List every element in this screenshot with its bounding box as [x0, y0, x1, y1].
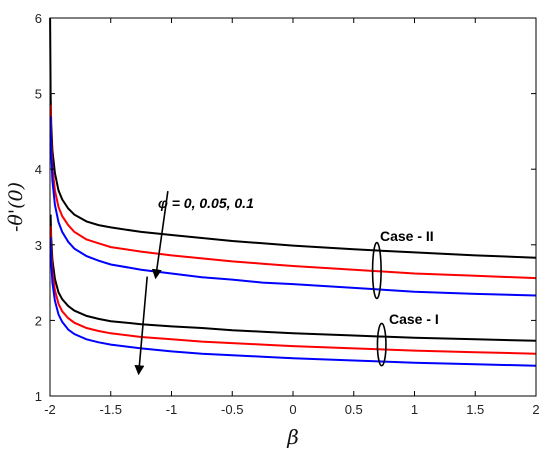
y-tick-label: 6	[35, 11, 42, 26]
y-tick-label: 5	[35, 87, 42, 102]
series-line-3	[49, 214, 537, 342]
y-tick-label: 1	[35, 389, 42, 404]
series-layer	[49, 17, 537, 367]
case-i-label: Case - I	[389, 311, 439, 327]
case-group-ellipse-0	[371, 241, 382, 300]
x-axis-label: β	[286, 425, 299, 449]
phi-annotation: φ = 0, 0.05, 0.1	[158, 195, 254, 211]
ticks-layer: -2 -1.5 -1 -0.5 0 0.5 1 1.5 2 1 2 3 4 5 6	[35, 11, 540, 417]
series-line-0	[49, 17, 537, 259]
y-tick-label: 4	[35, 162, 42, 177]
series-line-1	[49, 104, 537, 280]
y-tick-label: 2	[35, 313, 42, 328]
y-axis-label: -θ'(0)	[5, 182, 27, 232]
case-group-ellipse-1	[376, 322, 387, 367]
trend-arrow-0	[151, 191, 169, 280]
x-tick-label: -1	[166, 402, 178, 417]
series-line-5	[49, 237, 537, 367]
x-tick-label: 2	[532, 402, 539, 417]
series-line-2	[49, 116, 537, 297]
x-tick-label: 0.5	[345, 402, 363, 417]
x-tick-label: 0	[289, 402, 296, 417]
x-tick-label: 1.5	[466, 402, 484, 417]
annotation-layer	[134, 191, 387, 376]
x-tick-label: -0.5	[221, 402, 243, 417]
case-ii-label: Case - II	[380, 228, 434, 244]
x-tick-label: -2	[44, 402, 56, 417]
trend-arrow-1	[134, 276, 148, 376]
x-tick-label: -1.5	[100, 402, 122, 417]
series-line-4	[49, 225, 537, 355]
x-tick-label: 1	[411, 402, 418, 417]
y-tick-label: 3	[35, 238, 42, 253]
